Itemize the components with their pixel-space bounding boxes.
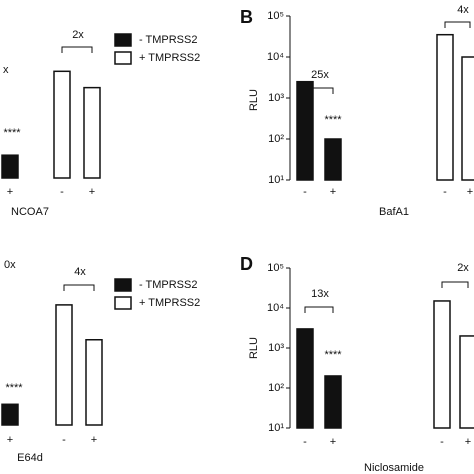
- bar: [296, 80, 314, 181]
- x-tick-label: +: [89, 186, 95, 198]
- bar: [85, 339, 103, 426]
- bracket: [441, 281, 469, 288]
- x-axis-label: E64d: [17, 452, 43, 464]
- annotation: 4x: [74, 266, 86, 278]
- y-tick-label: 10³: [268, 92, 284, 104]
- annotation: 13x: [311, 288, 329, 300]
- x-tick-label: +: [91, 434, 97, 446]
- bar: [83, 86, 101, 179]
- panel-letter: B: [240, 7, 253, 27]
- bracket: [61, 46, 93, 53]
- x-tick-label: +: [330, 436, 336, 448]
- y-axis-label: RLU: [248, 337, 260, 359]
- annotation: ****: [3, 127, 21, 139]
- bracket: [304, 306, 334, 313]
- annotation: x: [3, 64, 9, 76]
- bracket: [304, 87, 334, 94]
- x-tick-label: +: [467, 186, 473, 198]
- panel-letter: D: [240, 254, 253, 274]
- bar: [433, 300, 451, 429]
- y-tick-label: 10²: [268, 133, 284, 145]
- legend-label: + TMPRSS2: [139, 52, 200, 64]
- annotation: ****: [5, 382, 23, 394]
- y-axis-label: RLU: [248, 89, 260, 111]
- x-tick-label: +: [7, 434, 13, 446]
- bar: [1, 403, 19, 426]
- bar: [1, 154, 19, 179]
- x-tick-label: -: [303, 436, 307, 448]
- x-tick-label: +: [465, 436, 471, 448]
- x-tick-label: -: [443, 186, 447, 198]
- annotation: 4x: [457, 4, 469, 16]
- bracket: [63, 284, 95, 291]
- y-tick-label: 10⁵: [267, 262, 284, 274]
- y-tick-label: 10⁴: [267, 51, 284, 63]
- x-tick-label: +: [330, 186, 336, 198]
- y-tick-label: 10²: [268, 382, 284, 394]
- annotation: ****: [324, 114, 342, 126]
- bar: [324, 375, 342, 429]
- legend-swatch: [114, 51, 132, 65]
- legend-label: - TMPRSS2: [139, 34, 197, 46]
- annotation: 25x: [311, 69, 329, 81]
- x-axis-label: NCOA7: [11, 206, 49, 218]
- x-tick-label: +: [7, 186, 13, 198]
- bar: [55, 304, 73, 426]
- legend-swatch: [114, 278, 132, 292]
- y-tick-label: 10⁴: [267, 302, 284, 314]
- annotation: ****: [324, 349, 342, 361]
- legend-label: + TMPRSS2: [139, 297, 200, 309]
- x-tick-label: -: [62, 434, 66, 446]
- annotation: 2x: [72, 29, 84, 41]
- bar: [461, 56, 474, 181]
- x-tick-label: -: [303, 186, 307, 198]
- bar: [53, 70, 71, 179]
- annotation: 0x: [4, 259, 16, 271]
- y-tick-label: 10¹: [268, 174, 284, 186]
- y-tick-label: 10⁵: [267, 10, 284, 22]
- bar: [296, 328, 314, 429]
- y-tick-label: 10¹: [268, 422, 284, 434]
- bar: [459, 335, 474, 429]
- x-tick-label: -: [60, 186, 64, 198]
- y-tick-label: 10³: [268, 342, 284, 354]
- bar: [436, 33, 454, 181]
- x-tick-label: -: [440, 436, 444, 448]
- legend-swatch: [114, 296, 132, 310]
- x-axis-label: Niclosamide: [364, 462, 424, 474]
- bar: [324, 138, 342, 181]
- annotation: 2x: [457, 262, 469, 274]
- x-axis-label: BafA1: [379, 206, 409, 218]
- legend-label: - TMPRSS2: [139, 279, 197, 291]
- bracket: [444, 21, 471, 28]
- legend-swatch: [114, 33, 132, 47]
